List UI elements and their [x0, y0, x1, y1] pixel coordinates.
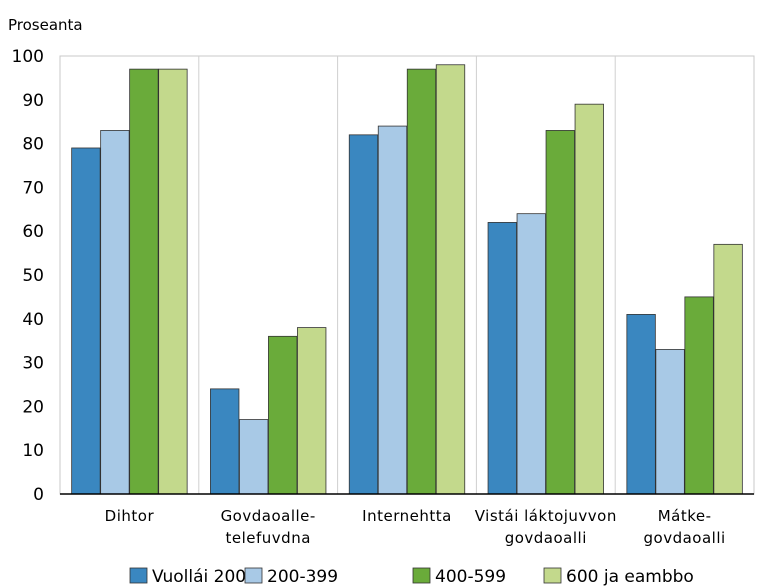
bar	[158, 68, 188, 495]
legend-label: Vuollái 200	[152, 567, 246, 586]
bar	[348, 134, 379, 495]
y-tick-label: 30	[22, 354, 44, 374]
bar	[129, 68, 159, 495]
legend-swatch	[412, 567, 431, 584]
y-tick-label: 90	[22, 91, 44, 111]
y-tick-label: 100	[12, 47, 44, 67]
bar	[71, 147, 101, 495]
plot-area: 0 10 20 30 40 50 60 70 80 90 100 Dihtor Govdaoalle-t…	[12, 47, 755, 547]
x-tick-label: Dihtor	[105, 507, 155, 525]
bar	[435, 64, 466, 495]
y-tick-label: 20	[22, 397, 44, 417]
y-tick-label: 50	[22, 266, 44, 286]
x-tick-label: Mátke-	[658, 507, 712, 525]
bar	[545, 130, 575, 495]
bar	[406, 68, 437, 495]
bar	[297, 327, 327, 495]
bar	[239, 419, 269, 495]
bar	[487, 222, 517, 495]
bar	[574, 103, 604, 495]
legend-swatch	[244, 567, 263, 584]
bar	[100, 130, 130, 495]
bar	[655, 349, 685, 495]
bar	[713, 243, 743, 495]
bar	[210, 388, 240, 495]
bar	[684, 296, 714, 495]
legend-label: 400-599	[435, 567, 506, 586]
y-tick-label: 0	[33, 485, 44, 505]
legend: Vuollái 200 200-399 400-599 600 ja eambbo	[129, 567, 694, 586]
y-tick-label: 10	[22, 441, 44, 461]
bar	[516, 213, 546, 495]
x-tick-label: govdaoalli	[644, 529, 726, 547]
y-axis-label: Proseanta	[8, 16, 83, 34]
bar	[268, 335, 298, 495]
x-tick-label: govdaoalli	[505, 529, 587, 547]
y-tick-label: 70	[22, 178, 44, 198]
y-tick-label: 60	[22, 222, 44, 242]
x-tick-label: Internehtta	[362, 507, 452, 525]
legend-label: 200-399	[267, 567, 338, 586]
x-tick-label: Vistái láktojuvvon	[475, 507, 617, 525]
y-tick-label: 40	[22, 310, 44, 330]
bar	[626, 314, 656, 495]
legend-label: 600 ja eambbo	[566, 567, 694, 586]
x-tick-label: Govdaoalle-	[221, 507, 316, 525]
legend-swatch	[543, 567, 562, 584]
legend-swatch	[129, 567, 148, 584]
bar	[377, 125, 408, 495]
x-tick-label: telefuvdna	[226, 529, 311, 547]
y-tick-label: 80	[22, 135, 44, 155]
